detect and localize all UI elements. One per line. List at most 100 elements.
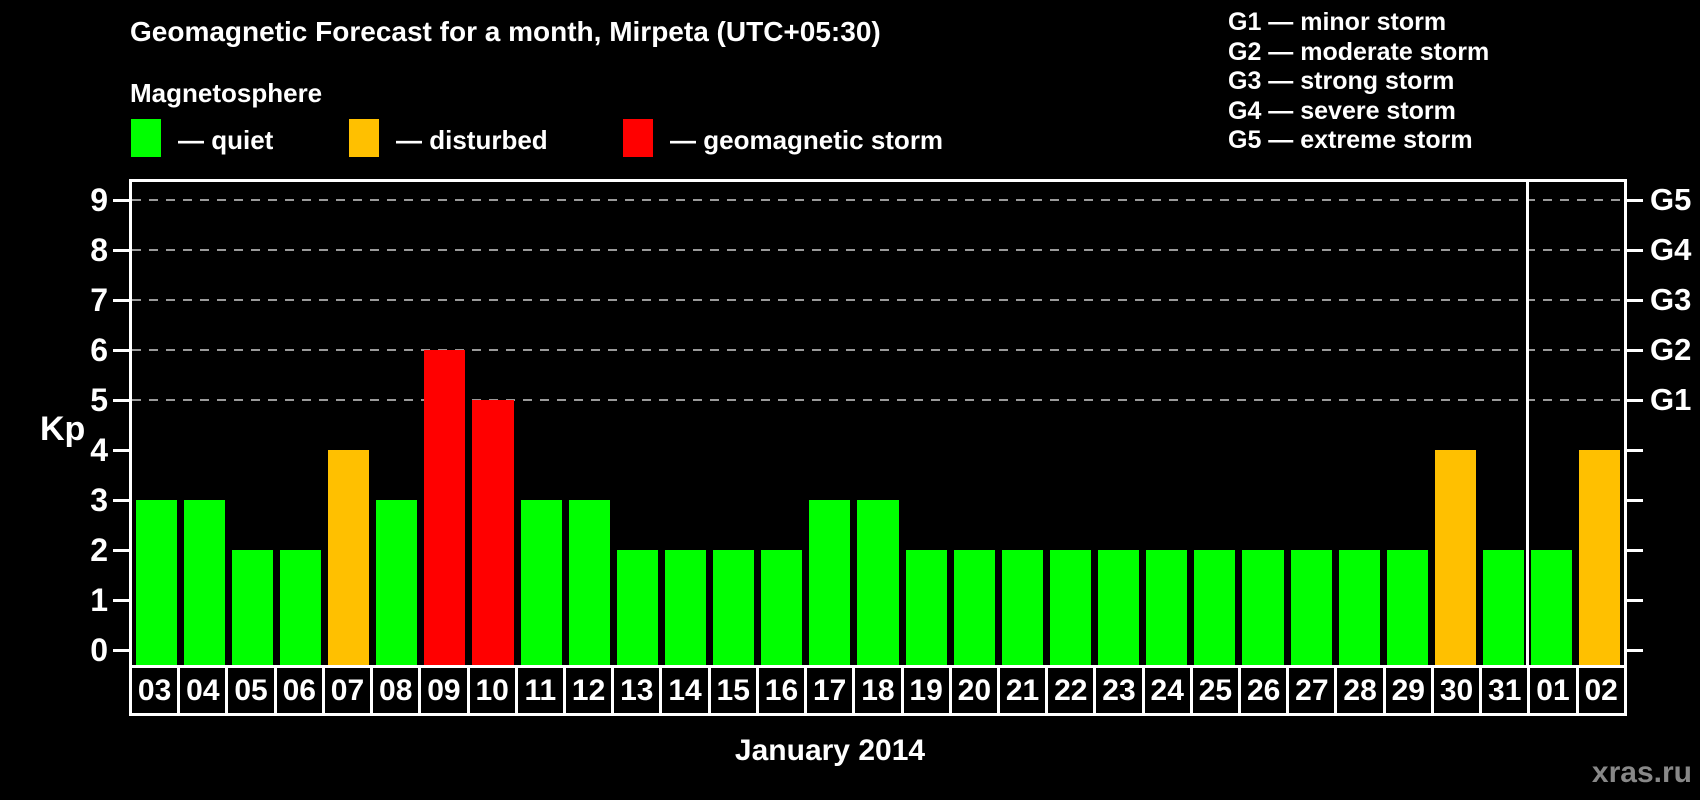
left-axis-tick-3	[113, 498, 129, 502]
g-scale-line-g2: G2 — moderate storm	[1228, 37, 1490, 66]
day-label-26: 26	[1241, 668, 1290, 713]
kp-bar-day-29	[1386, 550, 1428, 668]
day-label-04: 04	[180, 668, 229, 713]
day-label-08: 08	[373, 668, 422, 713]
day-label-13: 13	[614, 668, 663, 713]
left-axis-label-7: 7	[90, 282, 108, 318]
day-label-30: 30	[1434, 668, 1483, 713]
day-label-23: 23	[1096, 668, 1145, 713]
kp-bar-day-08	[376, 500, 418, 668]
day-label-17: 17	[807, 668, 856, 713]
kp-bar-day-01	[1531, 550, 1573, 668]
day-label-19: 19	[904, 668, 952, 713]
left-axis-tick-0	[113, 648, 129, 652]
day-label-10: 10	[470, 668, 518, 713]
right-axis-tick-5	[1627, 398, 1643, 402]
day-label-16: 16	[759, 668, 808, 713]
right-axis-label-g3: G3	[1650, 282, 1692, 317]
right-axis-tick-0	[1627, 648, 1643, 652]
kp-bar-day-28	[1338, 550, 1380, 668]
day-label-20: 20	[952, 668, 1000, 713]
day-label-27: 27	[1289, 668, 1338, 713]
right-axis-tick-4	[1627, 448, 1643, 452]
right-axis-tick-3	[1627, 498, 1643, 502]
legend-swatch-quiet	[131, 119, 161, 157]
kp-bar-day-06	[279, 550, 321, 668]
day-label-31: 31	[1482, 668, 1531, 713]
kp-bar-day-05	[231, 550, 273, 668]
kp-bar-day-03	[135, 500, 177, 668]
kp-bar-day-13	[616, 550, 658, 668]
g-scale-line-g5: G5 — extreme storm	[1228, 126, 1473, 154]
legend-swatch-storm	[623, 119, 653, 157]
kp-bar-day-10	[472, 400, 514, 668]
day-label-14: 14	[662, 668, 711, 713]
day-label-28: 28	[1337, 668, 1386, 713]
legend-label-storm: — geomagnetic storm	[670, 125, 944, 155]
right-axis-tick-7	[1627, 298, 1643, 302]
left-axis-label-2: 2	[90, 532, 108, 568]
left-axis-tick-1	[113, 598, 129, 602]
kp-bar-day-19	[905, 550, 947, 668]
left-axis-tick-4	[113, 448, 129, 452]
kp-bar-day-18	[857, 500, 899, 668]
x-axis-day-labels: 03 04 05 06 07 08 09 10 11 12 13 14 15 16 17 18 19 20 21 22…	[129, 665, 1627, 716]
day-label-21: 21	[1000, 668, 1049, 713]
kp-bar-day-30	[1434, 450, 1477, 668]
day-label-03: 03	[132, 668, 181, 713]
left-axis-label-5: 5	[90, 382, 108, 418]
x-axis-title: January 2014	[734, 734, 926, 767]
plot-area	[132, 182, 1624, 668]
day-label-12: 12	[566, 668, 615, 713]
kp-bar-day-17	[809, 500, 851, 668]
right-axis-tick-9	[1627, 198, 1643, 202]
kp-bar-day-07	[328, 450, 370, 668]
legend-heading: Magnetosphere	[130, 78, 323, 108]
kp-bar-day-20	[953, 550, 995, 668]
kp-bar-day-02	[1579, 450, 1621, 668]
right-axis-label-g4: G4	[1650, 232, 1692, 267]
plot-frame	[129, 179, 1627, 668]
gridline-kp8	[132, 249, 1624, 251]
g-scale-legend: G1 — minor storm G2 — moderate storm G3 …	[1228, 8, 1489, 156]
left-axis-label-1: 1	[90, 582, 108, 618]
kp-bar-day-24	[1146, 550, 1188, 668]
left-axis-label-4: 4	[90, 432, 108, 468]
day-label-25: 25	[1193, 668, 1242, 713]
day-label-07: 07	[325, 668, 374, 713]
g-scale-line-g1: G1 — minor storm	[1228, 8, 1447, 36]
y-axis-title: Kp	[40, 410, 86, 448]
kp-bar-day-25	[1194, 550, 1236, 668]
right-axis-tick-6	[1627, 348, 1643, 352]
day-label-05: 05	[228, 668, 277, 713]
left-axis-tick-9	[113, 198, 129, 202]
gridline-kp5	[132, 399, 1624, 401]
day-label-22: 22	[1048, 668, 1097, 713]
left-axis-tick-2	[113, 548, 129, 552]
g-scale-line-g3: G3 — strong storm	[1228, 67, 1455, 95]
legend-label-disturbed: — disturbed	[396, 125, 548, 155]
left-axis-tick-7	[113, 298, 129, 302]
left-axis-tick-8	[113, 248, 129, 252]
gridline-kp7	[132, 299, 1624, 301]
left-axis-label-9: 9	[90, 182, 108, 218]
kp-bar-day-31	[1483, 550, 1525, 668]
kp-bar-day-26	[1242, 550, 1284, 668]
gridline-kp9	[132, 199, 1624, 201]
legend-swatch-disturbed	[349, 119, 379, 157]
legend-label-quiet: — quiet	[178, 125, 274, 155]
right-axis-tick-2	[1627, 548, 1643, 552]
left-axis-tick-5	[113, 398, 129, 402]
day-label-01: 01	[1530, 668, 1579, 713]
kp-bar-day-12	[568, 500, 610, 668]
kp-bar-day-16	[761, 550, 803, 668]
month-separator-line	[1526, 182, 1530, 668]
day-label-18: 18	[855, 668, 904, 713]
day-label-02: 02	[1584, 673, 1618, 707]
right-axis-label-g2: G2	[1650, 332, 1692, 367]
kp-bar-day-21	[1001, 550, 1043, 668]
day-label-29: 29	[1386, 668, 1434, 713]
left-axis-label-8: 8	[90, 232, 108, 268]
kp-bar-day-11	[520, 500, 562, 668]
